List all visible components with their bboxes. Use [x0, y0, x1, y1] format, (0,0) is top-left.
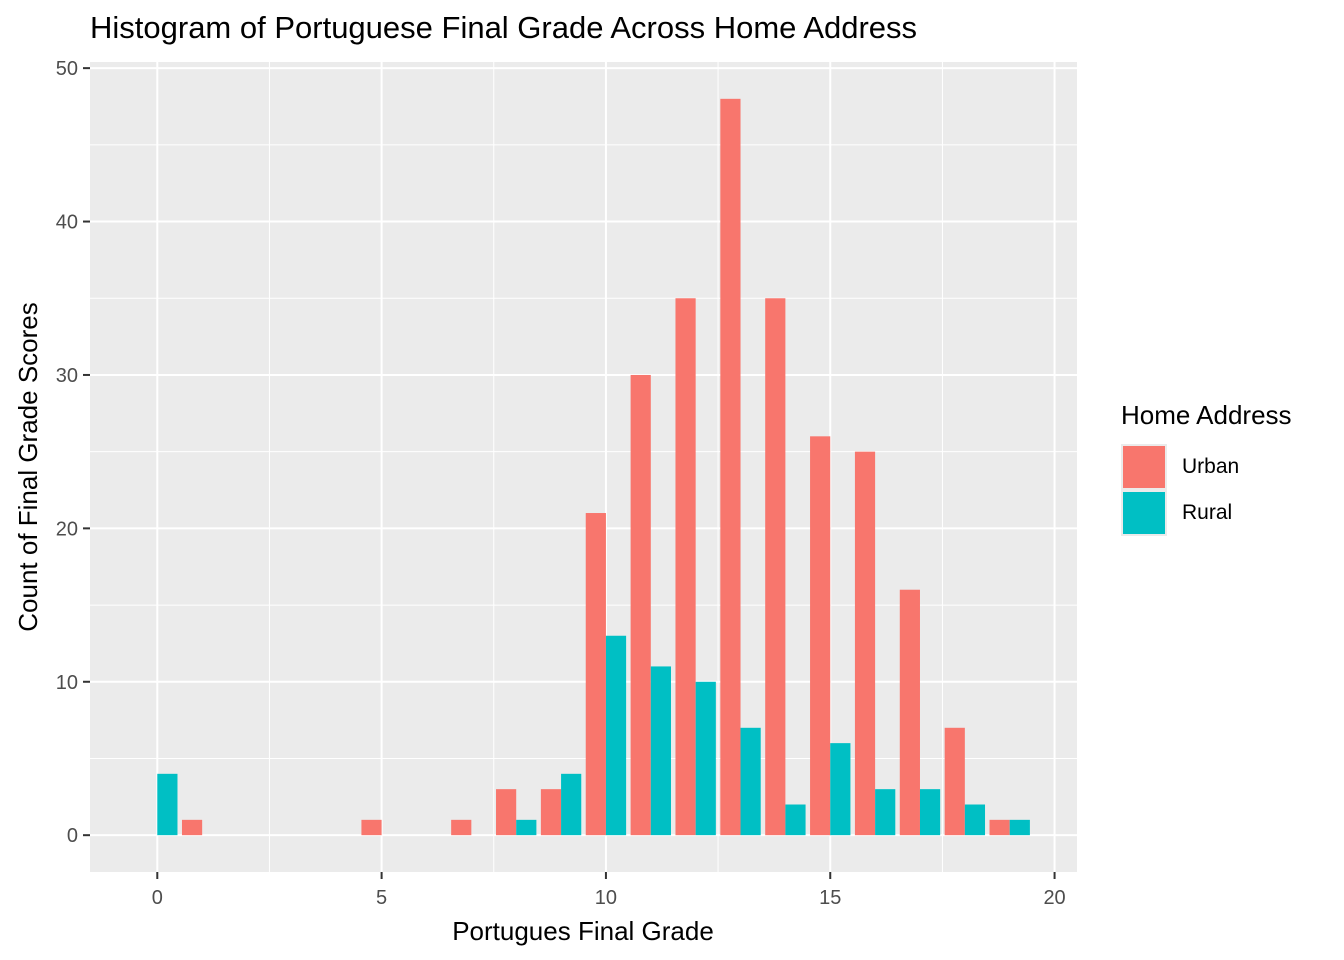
x-tick-label: 20 — [1043, 887, 1065, 909]
bar-urban-15 — [810, 436, 831, 836]
y-tick-label: 40 — [56, 212, 78, 234]
y-tick-label: 20 — [56, 518, 78, 540]
legend-key — [1121, 490, 1167, 536]
bar-urban-16 — [854, 451, 876, 836]
legend-label-rural: Rural — [1182, 501, 1233, 524]
y-axis-title: Count of Final Grade Scores — [13, 302, 43, 632]
bars — [157, 98, 1030, 836]
plot-panel — [90, 62, 1077, 872]
bar-rural-12 — [695, 681, 716, 836]
y-tick-label: 0 — [67, 825, 78, 847]
bar-urban-10 — [585, 513, 606, 836]
bar-rural-13 — [740, 727, 761, 836]
bar-urban-13 — [720, 98, 741, 836]
axes: 0 5 10 15 20 0 10 20 30 40 50 — [56, 58, 1066, 909]
bar-rural-14 — [785, 804, 806, 836]
bar-rural-0 — [157, 773, 178, 836]
bar-rural-15 — [830, 743, 851, 836]
legend-item-urban: Urban — [1121, 444, 1341, 490]
chart-title: Histogram of Portuguese Final Grade Acro… — [90, 10, 918, 45]
bar-urban-14 — [765, 298, 786, 836]
x-tick-label: 15 — [819, 887, 841, 909]
bar-rural-18 — [964, 804, 986, 836]
legend-swatch-urban — [1123, 446, 1165, 488]
bar-rural-8 — [516, 819, 537, 836]
bar-urban-7 — [451, 819, 472, 836]
x-tick-label: 5 — [376, 887, 387, 909]
legend: Home Address Urban Rural — [1121, 400, 1292, 536]
legend-swatch-rural — [1123, 492, 1165, 534]
legend-label-urban: Urban — [1182, 455, 1240, 478]
bar-urban-12 — [675, 298, 696, 836]
bar-rural-19 — [1009, 819, 1030, 836]
bar-rural-11 — [650, 666, 671, 836]
legend-title: Home Address — [1121, 400, 1292, 430]
x-tick-label: 10 — [595, 887, 617, 909]
x-tick-label: 0 — [152, 887, 163, 909]
bar-urban-17 — [899, 589, 920, 836]
bar-urban-1 — [181, 819, 203, 836]
bar-urban-18 — [944, 727, 965, 836]
y-tick-label: 50 — [56, 58, 78, 80]
grid-lines — [90, 62, 1077, 872]
y-tick-label: 30 — [56, 365, 78, 387]
bar-urban-8 — [496, 789, 517, 836]
bar-urban-11 — [630, 374, 651, 836]
bar-rural-16 — [875, 789, 896, 836]
legend-key — [1121, 444, 1167, 490]
bar-rural-9 — [561, 773, 582, 836]
bar-urban-5 — [361, 819, 382, 836]
bar-rural-10 — [605, 635, 627, 836]
bar-rural-17 — [919, 789, 941, 836]
x-axis-title: Portugues Final Grade — [452, 916, 714, 946]
legend-item-rural: Rural — [1121, 490, 1341, 536]
bar-urban-19 — [989, 819, 1010, 836]
y-tick-label: 10 — [56, 672, 78, 694]
bar-urban-9 — [540, 789, 562, 836]
